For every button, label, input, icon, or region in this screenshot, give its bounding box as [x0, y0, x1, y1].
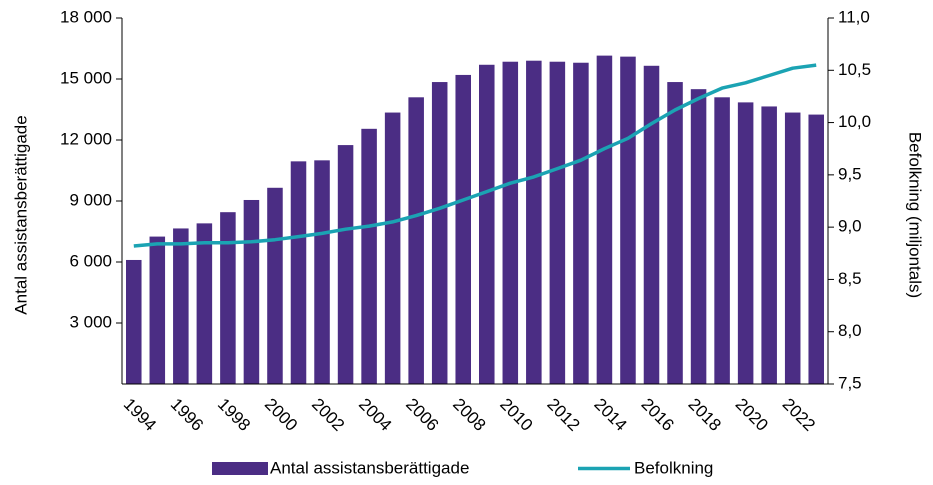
bar: [267, 187, 283, 384]
x-tick-label: 2012: [543, 395, 583, 435]
y2-tick-label: 11,0: [838, 7, 870, 26]
x-tick-label: 2016: [638, 395, 678, 435]
bar: [667, 82, 683, 385]
y2-tick-label: 7,5: [838, 373, 862, 392]
bar: [149, 236, 166, 384]
legend-swatch: [212, 462, 268, 475]
bar: [431, 82, 448, 385]
bar: [596, 55, 613, 384]
bar: [408, 97, 424, 385]
x-tick-label: 2002: [308, 395, 348, 435]
bar: [737, 102, 754, 384]
y2-tick-label: 10,0: [838, 112, 871, 131]
y2-tick-label: 8,0: [838, 321, 862, 340]
bar: [290, 161, 307, 384]
bar: [526, 60, 542, 384]
x-tick-label: 2008: [449, 395, 489, 435]
bar: [455, 74, 471, 384]
bar: [384, 112, 401, 385]
x-tick-label: 2018: [685, 395, 725, 435]
x-tick-label: 2014: [590, 395, 630, 435]
x-tick-label: 2022: [779, 395, 819, 435]
y-tick-label: 6 000: [69, 251, 112, 270]
x-tick-label: 2020: [732, 395, 772, 435]
y-tick-label: 9 000: [69, 190, 112, 209]
bar: [126, 259, 142, 384]
x-tick-label: 1994: [120, 395, 160, 435]
bar: [573, 62, 589, 384]
bar: [784, 112, 801, 385]
bar: [620, 56, 636, 385]
bar: [243, 199, 260, 384]
bar: [761, 106, 777, 384]
bar: [361, 128, 377, 384]
line: [133, 63, 817, 248]
bar: [314, 160, 330, 384]
x-tick-label: 2004: [355, 395, 395, 435]
y-tick-label: 3 000: [69, 312, 112, 331]
y2-tick-label: 9,0: [838, 217, 862, 236]
legend-label: Befolkning: [634, 458, 713, 477]
bar: [196, 223, 213, 384]
y-axis-title: Antal assistansberättigade: [11, 115, 30, 314]
bar: [337, 145, 354, 384]
bar: [808, 114, 824, 384]
bar: [220, 212, 236, 384]
x-tick-label: 2006: [402, 395, 442, 435]
bar: [173, 228, 189, 384]
bar: [643, 65, 660, 385]
y-tick-label: 12 000: [60, 129, 112, 148]
x-tick-label: 1998: [214, 395, 254, 435]
x-tick-label: 1996: [167, 395, 207, 435]
y2-tick-label: 9,5: [838, 164, 862, 183]
bar: [714, 97, 730, 385]
x-tick-label: 2010: [496, 395, 536, 435]
bar: [479, 64, 495, 385]
y-tick-label: 15 000: [60, 68, 112, 87]
bar: [690, 89, 707, 385]
legend-label: Antal assistansberättigade: [270, 458, 469, 477]
bar: [549, 61, 566, 384]
y2-axis-title: Befolkning (miljontals): [906, 132, 925, 298]
x-tick-label: 2000: [261, 395, 301, 435]
bar: [502, 61, 519, 384]
y2-tick-label: 10,5: [838, 60, 871, 79]
y2-tick-label: 8,5: [838, 269, 862, 288]
y-tick-label: 18 000: [60, 7, 112, 26]
